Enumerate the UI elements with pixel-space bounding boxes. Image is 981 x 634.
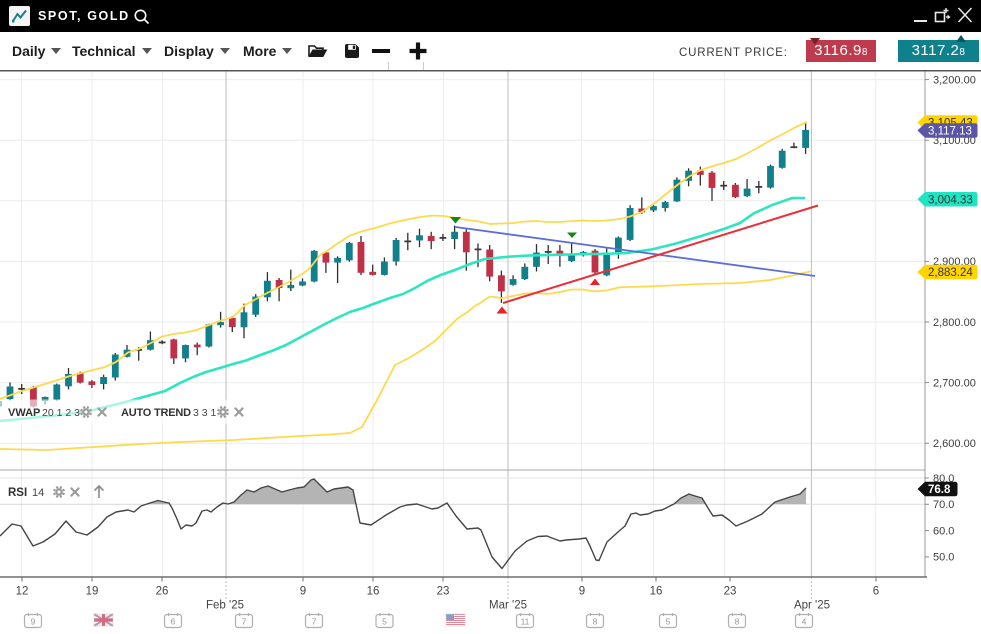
svg-text:VWAP: VWAP <box>8 407 40 419</box>
svg-text:AUTO TREND: AUTO TREND <box>121 407 191 419</box>
svg-text:RSI: RSI <box>8 487 27 499</box>
svg-text:8: 8 <box>593 617 598 627</box>
svg-text:76.8: 76.8 <box>928 484 951 496</box>
svg-text:Apr '25: Apr '25 <box>794 600 830 612</box>
svg-text:23: 23 <box>437 586 450 598</box>
svg-text:9: 9 <box>31 617 36 627</box>
svg-text:2,883.24: 2,883.24 <box>928 267 973 279</box>
svg-text:3,100.00: 3,100.00 <box>933 135 976 147</box>
svg-text:70.0: 70.0 <box>933 499 954 511</box>
svg-text:4: 4 <box>802 617 807 627</box>
svg-text:26: 26 <box>156 586 169 598</box>
svg-text:14: 14 <box>32 487 44 499</box>
svg-text:2,600.00: 2,600.00 <box>933 438 976 450</box>
svg-text:7: 7 <box>312 617 317 627</box>
svg-text:20 1 2 3: 20 1 2 3 <box>42 407 80 419</box>
svg-text:2,700.00: 2,700.00 <box>933 377 976 389</box>
svg-text:5: 5 <box>382 617 387 627</box>
svg-text:3,004.33: 3,004.33 <box>928 194 973 206</box>
svg-text:5: 5 <box>666 617 671 627</box>
svg-text:23: 23 <box>724 586 737 598</box>
svg-text:8: 8 <box>735 617 740 627</box>
svg-text:9: 9 <box>579 586 585 598</box>
svg-text:60.0: 60.0 <box>933 525 954 537</box>
svg-text:7: 7 <box>242 617 247 627</box>
svg-text:6: 6 <box>171 617 176 627</box>
svg-text:9: 9 <box>300 586 306 598</box>
svg-text:6: 6 <box>873 586 879 598</box>
svg-text:11: 11 <box>521 617 530 627</box>
svg-text:Mar '25: Mar '25 <box>489 600 527 612</box>
svg-text:16: 16 <box>650 586 663 598</box>
svg-text:2,800.00: 2,800.00 <box>933 317 976 329</box>
svg-text:3 3 1: 3 3 1 <box>193 407 217 419</box>
svg-text:50.0: 50.0 <box>933 552 954 564</box>
svg-text:3,117.13: 3,117.13 <box>928 126 972 138</box>
svg-text:19: 19 <box>86 586 99 598</box>
svg-text:Feb '25: Feb '25 <box>206 600 244 612</box>
svg-text:3,200.00: 3,200.00 <box>933 74 976 86</box>
svg-text:16: 16 <box>367 586 380 598</box>
svg-text:12: 12 <box>16 586 29 598</box>
